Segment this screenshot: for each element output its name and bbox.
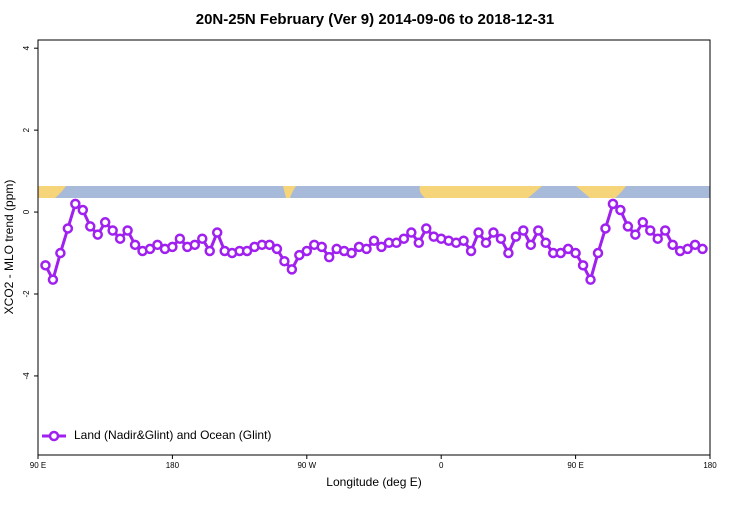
point [85, 221, 96, 232]
point [540, 237, 551, 249]
point [294, 249, 305, 261]
x-tick-label: 90 E [30, 461, 46, 470]
point [503, 247, 514, 259]
point [615, 204, 626, 216]
point [480, 237, 492, 249]
point [107, 225, 118, 236]
point [361, 243, 372, 255]
point [167, 241, 178, 253]
point [533, 225, 544, 236]
point [152, 239, 163, 251]
point [271, 243, 283, 255]
point [70, 198, 81, 210]
point [316, 241, 327, 253]
point [114, 233, 126, 244]
point [421, 223, 432, 234]
point [458, 235, 469, 246]
point [99, 217, 111, 228]
point [622, 221, 634, 232]
point [518, 225, 529, 236]
y-tick-label: -4 [22, 372, 31, 380]
point [570, 247, 581, 259]
point [47, 274, 59, 285]
point [301, 245, 313, 257]
point [510, 231, 522, 242]
land [283, 186, 296, 198]
point [189, 239, 201, 251]
point [174, 233, 186, 244]
point [264, 239, 275, 251]
point [398, 233, 410, 244]
point [607, 198, 619, 210]
point [286, 264, 298, 275]
plot-frame [37, 39, 711, 456]
point [682, 243, 693, 255]
y-tick-label: 4 [22, 45, 31, 50]
point [346, 247, 357, 259]
point [40, 260, 51, 271]
point [592, 247, 604, 259]
x-tick-label: 180 [703, 461, 717, 470]
point [667, 239, 678, 251]
point [555, 247, 566, 259]
point [122, 225, 133, 236]
point [413, 237, 425, 249]
point [368, 235, 380, 246]
point [62, 223, 74, 234]
map-strip [38, 186, 710, 198]
point [77, 204, 89, 216]
point [473, 227, 484, 238]
point [562, 243, 574, 255]
point [197, 233, 208, 244]
point [376, 241, 387, 253]
point [645, 225, 656, 236]
point [204, 245, 215, 257]
point [525, 239, 537, 251]
point [600, 223, 611, 234]
y-axis-label: XCO2 - MLO trend (ppm) [2, 180, 16, 315]
x-tick-label: 180 [166, 461, 180, 470]
point [241, 245, 253, 257]
point [577, 260, 589, 271]
y-tick-label: 0 [22, 209, 31, 214]
land [38, 186, 66, 198]
point [211, 227, 223, 238]
point [144, 243, 156, 255]
land [419, 186, 542, 198]
point [488, 227, 499, 238]
x-tick-label: 90 E [567, 461, 583, 470]
point [637, 217, 649, 228]
y-tick-label: 2 [22, 127, 31, 132]
x-tick-label: 90 W [297, 461, 316, 470]
point [652, 233, 663, 244]
ocean [38, 186, 710, 198]
point [659, 225, 671, 236]
land [576, 186, 626, 198]
x-tick-label: 0 [439, 461, 444, 470]
point [585, 274, 596, 285]
point [406, 227, 417, 238]
point [689, 239, 701, 251]
point [279, 255, 290, 267]
y-tick-label: -2 [22, 290, 31, 298]
point [55, 247, 66, 259]
point [697, 243, 708, 255]
point [391, 237, 402, 249]
point [92, 229, 103, 240]
legend-marker [48, 430, 60, 442]
point [630, 229, 641, 240]
chart-title: 20N-25N February (Ver 9) 2014-09-06 to 2… [196, 11, 555, 28]
point [129, 239, 141, 251]
point [465, 245, 477, 257]
legend-label: Land (Nadir&Glint) and Ocean (Glint) [74, 428, 271, 442]
point [495, 233, 507, 244]
x-axis-label: Longitude (deg E) [326, 475, 421, 489]
point [323, 251, 335, 263]
